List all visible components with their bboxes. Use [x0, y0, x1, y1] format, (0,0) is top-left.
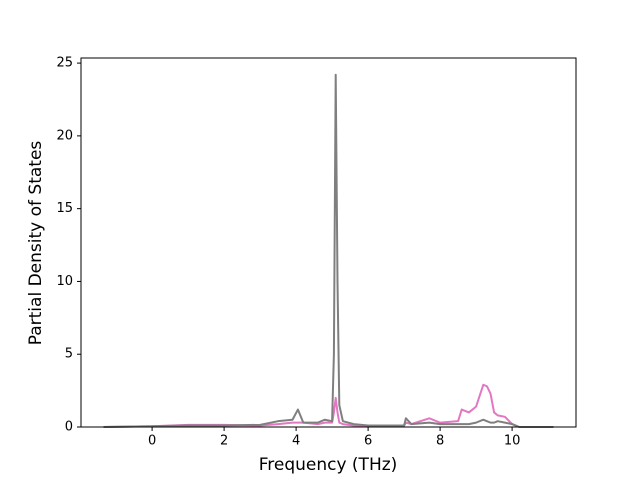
plot-frame	[80, 57, 577, 428]
y-axis-label: Partial Density of States	[26, 141, 46, 346]
y-tick-label: 25	[56, 56, 73, 71]
x-tick-label: 0	[148, 434, 156, 449]
y-tick-label: 0	[65, 420, 73, 435]
x-tick-label: 2	[220, 434, 228, 449]
x-tick-label: 10	[504, 434, 521, 449]
y-tick-label: 15	[56, 201, 73, 216]
x-tick-label: 6	[364, 434, 372, 449]
y-tick-label: 20	[56, 128, 73, 143]
x-axis-label: Frequency (THz)	[259, 455, 398, 475]
y-tick-label: 10	[56, 274, 73, 289]
series-line	[103, 73, 554, 428]
y-tick-label: 5	[65, 347, 73, 362]
x-tick-label: 8	[436, 434, 444, 449]
x-tick-label: 4	[292, 434, 300, 449]
